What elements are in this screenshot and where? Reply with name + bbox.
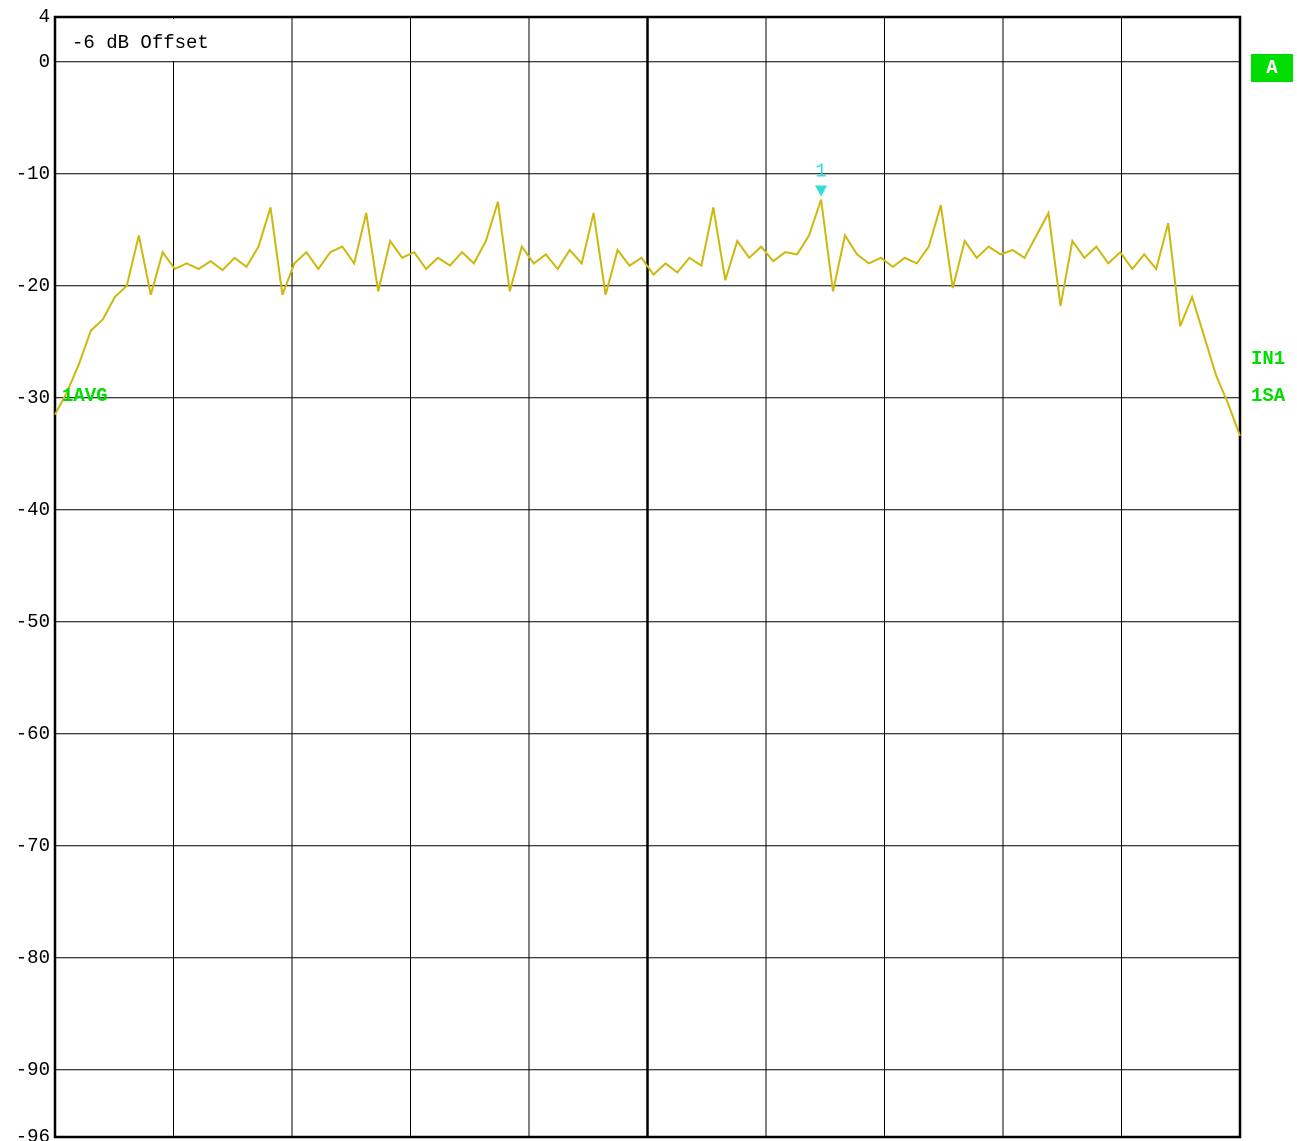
y-tick-label: 4: [39, 6, 50, 28]
y-tick-label: -50: [16, 611, 50, 633]
offset-box: [57, 19, 277, 61]
y-tick-label: -40: [16, 499, 50, 521]
trace-line: [54, 199, 1241, 437]
y-tick-label: 0: [39, 51, 50, 73]
input-label: IN1: [1251, 348, 1285, 370]
marker-label: 1: [815, 161, 826, 183]
plot-frame: [53, 15, 1242, 1139]
marker-triangle: [815, 185, 828, 197]
trace-label: 1AVG: [62, 385, 108, 407]
y-tick-label: -96: [16, 1126, 50, 1141]
y-tick-label: -10: [16, 163, 50, 185]
screen-label: A: [1266, 57, 1278, 79]
y-tick-label: -20: [16, 275, 50, 297]
y-tick-label: -90: [16, 1059, 50, 1081]
y-tick-label: -80: [16, 947, 50, 969]
offset-label: -6 dB Offset: [72, 32, 209, 54]
y-tick-label: -60: [16, 723, 50, 745]
y-tick-label: -30: [16, 387, 50, 409]
y-tick-label: -70: [16, 835, 50, 857]
sweep-label: 1SA: [1251, 385, 1286, 407]
screen-badge: [1251, 54, 1293, 82]
